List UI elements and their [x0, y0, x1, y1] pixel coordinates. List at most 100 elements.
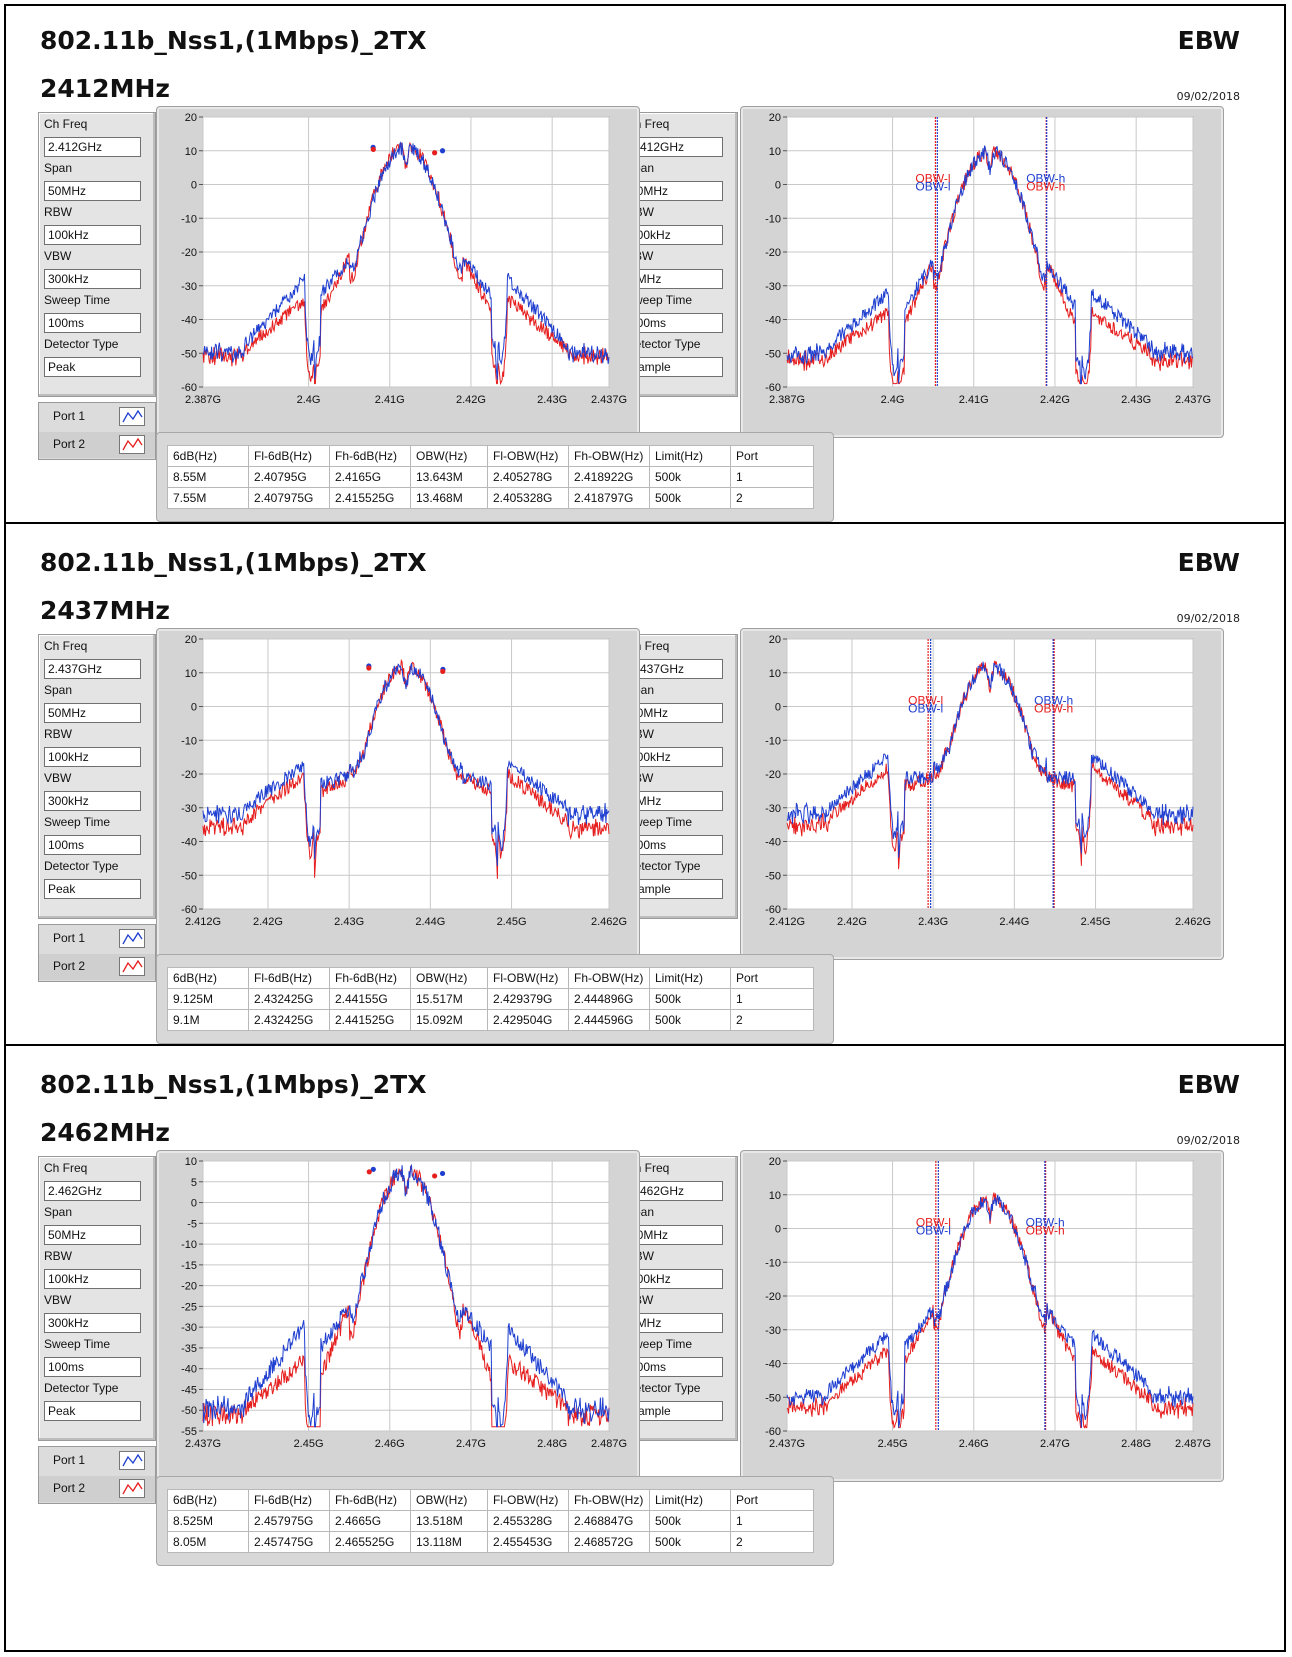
vbw-field[interactable]: 300kHz: [44, 1313, 141, 1333]
rbw-label: RBW: [44, 727, 72, 741]
table-cell: 8.525M: [167, 1510, 249, 1532]
table-cell: 500k: [649, 487, 731, 509]
x-tick-label: 2.45G: [294, 1438, 324, 1450]
port-1-legend-row[interactable]: Port 1: [39, 926, 155, 952]
span-field[interactable]: 50MHz: [44, 181, 141, 201]
spectrum-plot: 2.387G 2.4G 2.41G 2.42G 2.43G 2.437G 20 10 0 -10 -…: [765, 112, 1211, 406]
vbw-field[interactable]: 300kHz: [44, 791, 141, 811]
detector-type-label: Detector Type: [44, 337, 119, 351]
y-tick-label: -30: [181, 803, 197, 815]
marker-point: [432, 150, 438, 156]
port-1-legend-row[interactable]: Port 1: [39, 404, 155, 430]
rbw-field[interactable]: 200kHz: [626, 1269, 723, 1289]
x-tick-label: 2.43G: [537, 394, 567, 406]
sweep-time-field[interactable]: 100ms: [626, 835, 723, 855]
vbw-field[interactable]: 1MHz: [626, 269, 723, 289]
x-tick-label: 2.43G: [918, 916, 948, 928]
y-tick-label: 10: [185, 146, 197, 158]
channel-frequency: 2412MHz: [40, 74, 170, 103]
port-1-label: Port 1: [53, 1453, 86, 1467]
table-cell: 2.405278G: [487, 466, 569, 488]
sweep-time-field[interactable]: 100ms: [626, 313, 723, 333]
y-tick-label: -50: [181, 870, 197, 882]
sweep-time-field[interactable]: 100ms: [44, 835, 141, 855]
table-cell: 2.468847G: [568, 1510, 650, 1532]
y-tick-label: -30: [181, 1322, 197, 1334]
detector-type-field[interactable]: Peak: [44, 1401, 141, 1421]
ch-freq-label: Ch Freq: [44, 1161, 88, 1175]
detector-type-field[interactable]: Peak: [44, 357, 141, 377]
sweep-time-field[interactable]: 100ms: [44, 1357, 141, 1377]
result-section: 802.11b_Nss1,(1Mbps)_2TX EBW 2462MHz 09/02/…: [6, 1050, 1286, 1570]
sweep-time-field[interactable]: 100ms: [626, 1357, 723, 1377]
y-tick-label: -40: [765, 837, 781, 849]
port-2-legend-row[interactable]: Port 2: [39, 432, 155, 458]
x-tick-label: 2.462G: [1175, 916, 1211, 928]
x-tick-label: 2.41G: [375, 394, 405, 406]
table-cell: 500k: [649, 1510, 731, 1532]
span-field[interactable]: 50MHz: [626, 181, 723, 201]
detector-type-label: Detector Type: [44, 859, 119, 873]
table-header: Fh-6dB(Hz): [329, 967, 411, 989]
span-field[interactable]: 50MHz: [44, 1225, 141, 1245]
ch-freq-field[interactable]: 2.462GHz: [626, 1181, 723, 1201]
port-1-trace: [786, 1194, 1194, 1428]
table-cell: 500k: [649, 1531, 731, 1553]
rbw-field[interactable]: 100kHz: [44, 225, 141, 245]
x-tick-label: 2.45G: [1081, 916, 1111, 928]
table-header: 6dB(Hz): [167, 1489, 249, 1511]
results-table-panel: 6dB(Hz) Fl-6dB(Hz) Fh-6dB(Hz) OBW(Hz) Fl-OBW…: [156, 1476, 834, 1566]
vbw-field[interactable]: 1MHz: [626, 1313, 723, 1333]
table-cell: 1: [730, 1510, 814, 1532]
obw-l-label: OBW-l: [916, 1216, 951, 1230]
detector-type-field[interactable]: Peak: [44, 879, 141, 899]
table-header: Fl-6dB(Hz): [248, 967, 330, 989]
table-cell: 2.405328G: [487, 487, 569, 509]
y-tick-label: -30: [181, 281, 197, 293]
table-header: Port: [730, 1489, 814, 1511]
port-2-legend-row[interactable]: Port 2: [39, 1476, 155, 1502]
port-2-label: Port 2: [53, 437, 86, 451]
port-1-swatch: [119, 407, 145, 426]
x-tick-label: 2.387G: [185, 394, 221, 406]
rbw-field[interactable]: 200kHz: [626, 225, 723, 245]
sweep-time-label: Sweep Time: [626, 815, 693, 829]
vbw-label: VBW: [44, 1293, 72, 1307]
detector-type-field[interactable]: Sample: [626, 1401, 723, 1421]
detector-type-field[interactable]: Sample: [626, 357, 723, 377]
y-tick-label: -40: [181, 1364, 197, 1376]
table-cell: 1: [730, 988, 814, 1010]
rbw-field[interactable]: 100kHz: [44, 747, 141, 767]
span-field[interactable]: 50MHz: [626, 1225, 723, 1245]
ch-freq-field[interactable]: 2.412GHz: [44, 137, 141, 157]
ch-freq-field[interactable]: 2.437GHz: [44, 659, 141, 679]
y-tick-label: 10: [185, 668, 197, 680]
table-cell: 2.40795G: [248, 466, 330, 488]
table-header: Limit(Hz): [649, 967, 731, 989]
span-field[interactable]: 50MHz: [626, 703, 723, 723]
table-header-row: 6dB(Hz) Fl-6dB(Hz) Fh-6dB(Hz) OBW(Hz) Fl-OBW…: [167, 1489, 814, 1511]
rbw-field[interactable]: 100kHz: [44, 1269, 141, 1289]
detector-type-field[interactable]: Sample: [626, 879, 723, 899]
ch-freq-field[interactable]: 2.462GHz: [44, 1181, 141, 1201]
ch-freq-field[interactable]: 2.412GHz: [626, 137, 723, 157]
vbw-label: VBW: [44, 249, 72, 263]
vbw-field[interactable]: 300kHz: [44, 269, 141, 289]
y-tick-label: -60: [181, 904, 197, 916]
port-1-legend-row[interactable]: Port 1: [39, 1448, 155, 1474]
y-tick-label: -45: [181, 1384, 197, 1396]
y-tick-label: -50: [765, 1392, 781, 1404]
port-2-trace: [202, 141, 610, 386]
port-2-legend-row[interactable]: Port 2: [39, 954, 155, 980]
ch-freq-field[interactable]: 2.437GHz: [626, 659, 723, 679]
port-legend: Port 1 Port 2: [38, 924, 156, 982]
y-tick-label: 0: [191, 702, 197, 714]
table-cell: 9.125M: [167, 988, 249, 1010]
results-table-panel: 6dB(Hz) Fl-6dB(Hz) Fh-6dB(Hz) OBW(Hz) Fl-OBW…: [156, 432, 834, 522]
span-field[interactable]: 50MHz: [44, 703, 141, 723]
vbw-field[interactable]: 1MHz: [626, 791, 723, 811]
y-tick-label: -15: [181, 1260, 197, 1272]
sweep-time-field[interactable]: 100ms: [44, 313, 141, 333]
y-tick-label: 10: [769, 668, 781, 680]
rbw-field[interactable]: 200kHz: [626, 747, 723, 767]
